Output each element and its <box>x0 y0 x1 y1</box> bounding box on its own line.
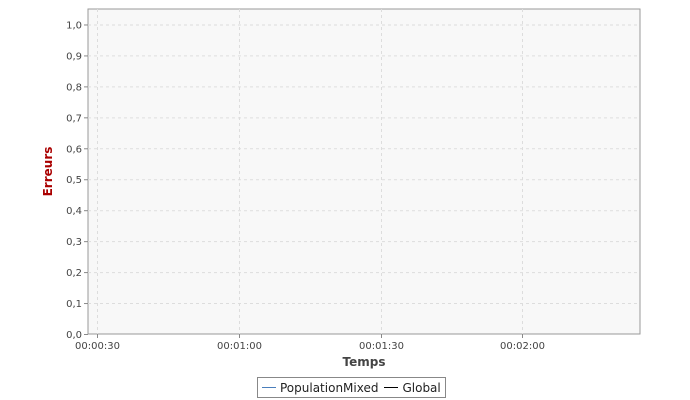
x-tick-label: 00:00:30 <box>75 341 120 352</box>
x-tick-label: 00:01:30 <box>359 341 404 352</box>
y-tick-label: 0,4 <box>66 206 82 217</box>
x-axis: 00:00:30 00:01:00 00:01:30 00:02:00 <box>75 334 545 352</box>
y-tick-label: 0,1 <box>66 299 82 310</box>
y-tick-label: 0,5 <box>66 175 82 186</box>
x-tick-label: 00:01:00 <box>217 341 262 352</box>
legend-item: Global <box>384 380 441 395</box>
x-tick-label: 00:02:00 <box>500 341 545 352</box>
legend-label: Global <box>402 380 441 395</box>
legend-swatch <box>262 387 276 388</box>
y-tick-label: 0,0 <box>66 330 82 341</box>
legend-label: PopulationMixed <box>280 380 379 395</box>
legend: PopulationMixed Global <box>257 377 446 398</box>
y-axis: 0,0 0,1 0,2 0,3 0,4 0,5 0,6 0,7 0,8 0,9 1,0 <box>66 20 88 341</box>
y-tick-label: 0,3 <box>66 237 82 248</box>
y-tick-label: 0,2 <box>66 268 82 279</box>
grid <box>88 9 640 334</box>
y-tick-label: 1,0 <box>66 20 82 31</box>
legend-swatch <box>384 387 399 388</box>
y-axis-title: Erreurs <box>41 147 55 197</box>
plot-area <box>87 8 641 335</box>
y-tick-label: 0,8 <box>66 82 82 93</box>
legend-item: PopulationMixed <box>262 381 378 395</box>
y-tick-label: 0,9 <box>66 51 82 62</box>
y-tick-label: 0,6 <box>66 144 82 155</box>
y-tick-label: 0,7 <box>66 113 82 124</box>
x-axis-title: Temps <box>343 355 386 369</box>
